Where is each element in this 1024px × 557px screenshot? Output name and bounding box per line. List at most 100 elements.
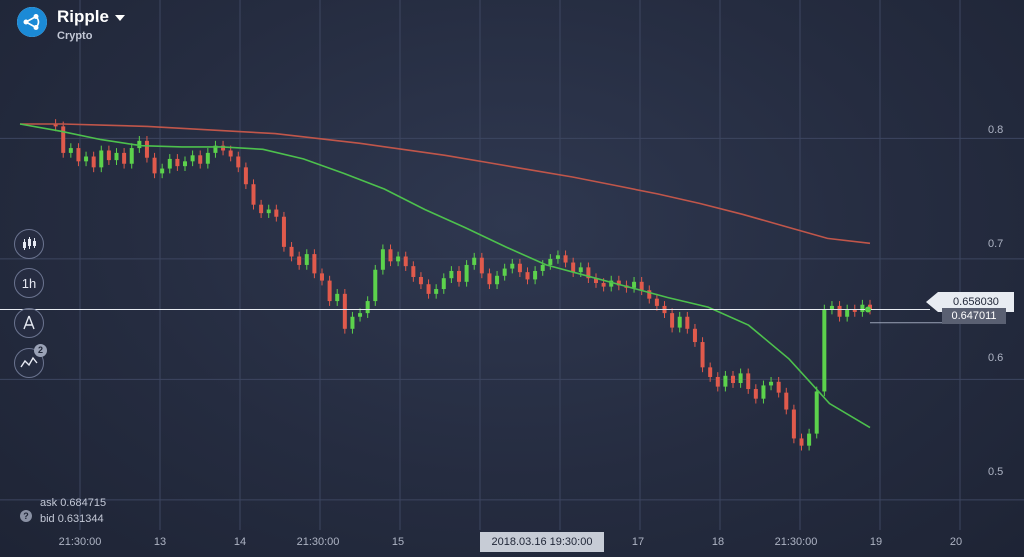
candle-body [540,264,545,271]
x-tick-label: 20 [949,536,963,548]
bid-label: bid [40,513,55,525]
candle-body [548,258,553,265]
candle-body [563,255,568,263]
candle-body [221,145,226,151]
candle-body [601,283,606,287]
candle-body [198,155,203,164]
candle-body [190,155,195,162]
moving-average-fast-line [19,123,871,429]
indicators-button[interactable]: 2 [14,344,47,378]
candle-body [289,246,294,257]
candle-body [616,280,621,286]
candle-body [388,249,393,262]
candle-body [692,328,697,343]
ripple-logo-icon [17,7,47,37]
candle-body [251,184,256,205]
candle-body [578,267,583,273]
candle-body [685,316,690,329]
ask-quote: ask 0.684715 [40,497,106,509]
drawing-tool-button[interactable] [14,308,44,338]
ask-label: ask [40,497,58,509]
candle-body [753,389,758,399]
candle-body [403,256,408,267]
help-icon[interactable]: ? [20,510,32,522]
x-tick-label: 14 [233,536,247,548]
candle-body [129,148,134,164]
candle-body [479,257,484,274]
last-price-marker [865,306,871,313]
candle-body [320,273,324,281]
candle-body [799,438,804,446]
candle-body [175,158,180,167]
timeframe-button[interactable]: 1h [14,268,44,298]
candle-body [380,249,385,270]
candle-body [868,304,872,310]
candle-body [533,270,538,280]
candle-body [837,305,842,317]
bid-quote: bid 0.631344 [40,513,104,525]
candle-body [335,293,340,302]
candle-body [350,316,355,329]
candle-body [715,376,720,387]
candle-body [525,272,530,280]
x-tick-label: 19 [869,536,883,548]
candle-body [122,152,127,164]
candle-body [274,209,279,217]
secondary-price-tag: 0.647011 [942,308,1006,324]
current-price-tag: 0.658030 [926,292,1014,312]
candle-body [365,301,370,314]
candle-body [411,266,416,277]
candle-body [784,392,789,410]
candle-body [205,152,210,164]
candle-body [358,313,363,317]
candle-body [68,148,73,153]
candle-body [609,280,614,287]
candle-body [114,152,119,161]
candle-body [61,126,66,153]
candle-body [426,284,431,294]
candlestick-chart-type-button[interactable] [14,229,44,259]
candle-body [312,254,317,274]
candle-body [449,270,454,279]
candle-body [53,123,58,127]
asset-selector[interactable]: Ripple [57,7,125,27]
moving-average-slow-line [20,123,871,245]
timeframe-label: 1h [21,275,37,291]
x-tick-label: 18 [711,536,725,548]
candle-body [860,304,865,312]
chevron-down-icon [114,14,125,21]
candle-body [472,257,477,265]
candle-body [807,433,812,446]
y-tick-label: 0.8 [988,124,1004,136]
candle-body [555,255,560,259]
candle-body [639,281,644,291]
asset-name: Ripple [57,7,109,26]
candle-body [259,204,264,214]
asset-category: Crypto [57,30,93,42]
indicators-count-badge: 2 [34,344,47,357]
candle-body [670,313,675,328]
drawing-tool-icon [23,315,35,330]
candle-body [396,256,401,262]
candle-body [441,278,446,290]
ask-value: 0.684715 [60,497,107,509]
candle-body [236,156,241,168]
candle-body [495,275,500,285]
crosshair-time-label: 2018.03.16 19:30:00 [480,532,604,552]
candle-body [852,309,857,312]
candle-body [487,273,492,285]
candle-body [342,293,347,329]
candle-body [776,381,781,393]
candle-body [761,385,766,399]
candle-body [769,381,774,386]
y-tick-label: 0.6 [988,352,1004,364]
bid-value: 0.631344 [57,513,104,525]
candle-body [418,276,423,285]
candle-body [457,270,461,282]
candle-body [304,254,309,265]
candle-body [845,309,850,317]
x-tick-label: 15 [391,536,405,548]
candle-body [700,342,705,368]
candle-body [106,150,111,161]
